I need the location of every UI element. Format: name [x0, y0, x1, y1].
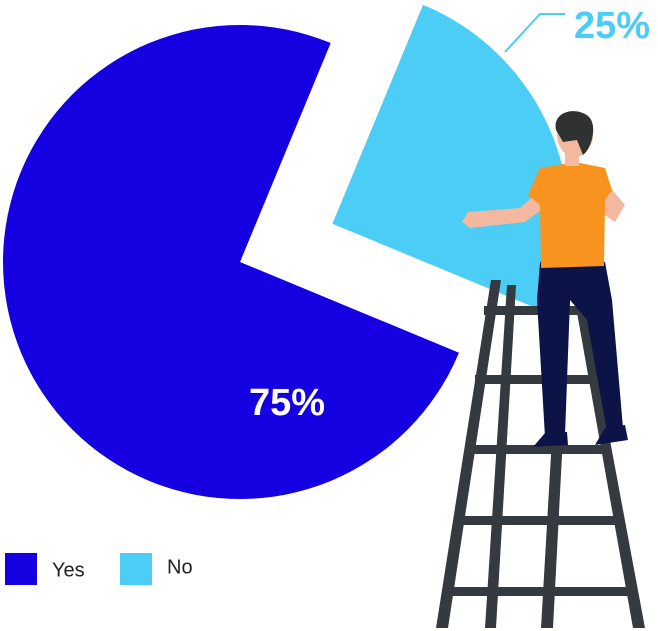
pie-slice	[2, 24, 459, 499]
pie-slice	[332, 4, 570, 315]
data-label: 25%	[574, 5, 650, 47]
legend: Yes No	[5, 553, 193, 585]
legend-label: Yes	[52, 559, 85, 581]
data-label: 75%	[249, 382, 325, 424]
legend-label: No	[167, 556, 193, 578]
legend-swatch	[5, 553, 37, 585]
leader-line	[504, 13, 565, 53]
pie	[2, 4, 570, 499]
illustration	[436, 111, 645, 628]
legend-swatch	[120, 553, 152, 585]
